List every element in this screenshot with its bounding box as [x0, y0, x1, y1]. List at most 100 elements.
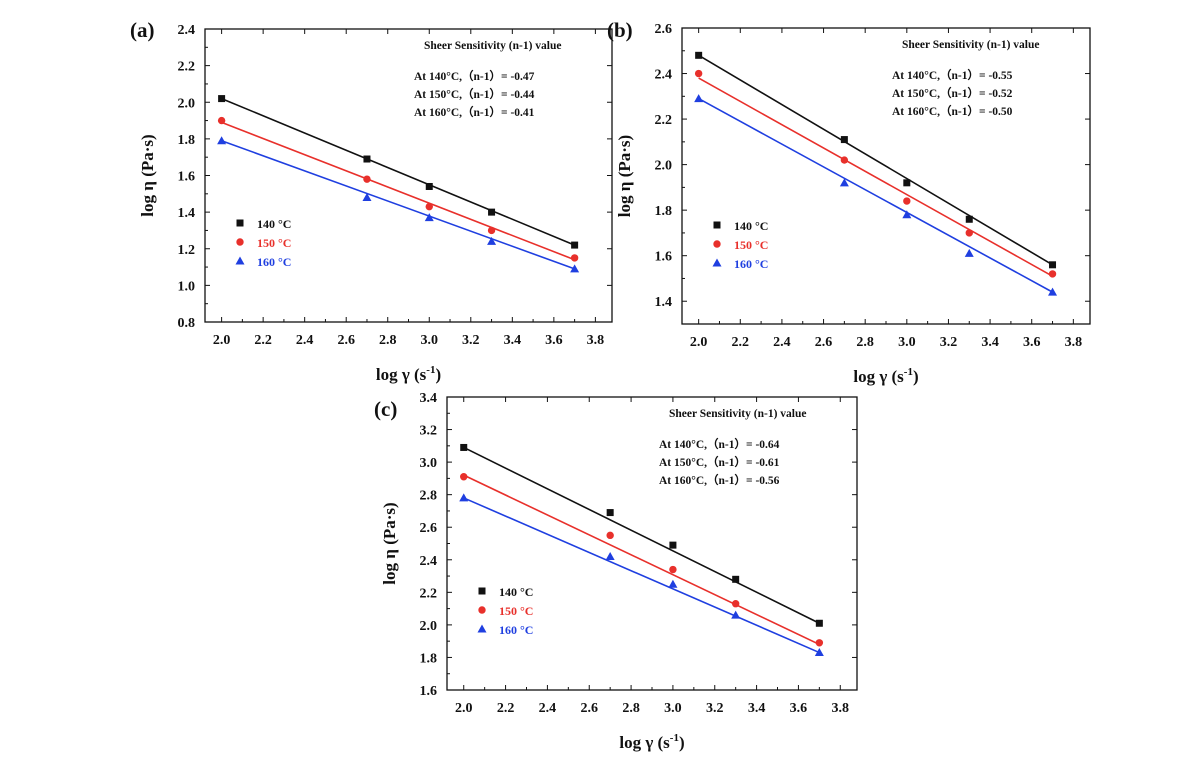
data-point [217, 116, 226, 125]
x-tick-label: 2.4 [296, 333, 314, 348]
legend-label: 140 °C [499, 585, 533, 599]
data-point [570, 254, 579, 262]
x-tick-label: 3.0 [421, 333, 439, 348]
data-point [424, 213, 434, 222]
legend-label: 150 °C [499, 604, 533, 618]
data-point [668, 579, 678, 588]
x-tick-label: 2.0 [213, 333, 231, 348]
data-point [713, 240, 721, 248]
legend-label: 150 °C [734, 238, 768, 252]
y-tick-label: 2.0 [420, 619, 438, 634]
data-point [477, 624, 487, 633]
y-tick-label: 2.6 [420, 521, 438, 536]
data-point [425, 182, 433, 190]
data-point [236, 238, 244, 246]
fit-line [698, 97, 1053, 293]
annotation-line: At 140°C,（n-1）= -0.55 [892, 68, 1013, 82]
data-point [902, 210, 912, 219]
data-point [694, 94, 704, 103]
x-tick-label: 2.0 [690, 335, 708, 350]
x-tick-label: 2.0 [455, 701, 473, 716]
data-point [839, 178, 849, 187]
annotation-line: At 150°C,（n-1）= -0.44 [414, 87, 535, 101]
annotation-line: At 160°C,（n-1）= -0.41 [414, 105, 535, 119]
data-point [731, 610, 741, 619]
y-tick-label: 2.0 [178, 96, 196, 111]
y-tick-label: 1.6 [420, 684, 438, 699]
y-tick-label: 2.8 [420, 489, 438, 504]
legend-label: 150 °C [257, 236, 291, 250]
x-tick-label: 3.4 [748, 701, 766, 716]
y-tick-label: 0.8 [178, 316, 196, 331]
data-point [363, 175, 371, 183]
panel-label: (b) [607, 18, 633, 42]
annotation-line: At 140°C,（n-1）= -0.64 [659, 437, 780, 451]
data-point [965, 215, 973, 223]
y-tick-label: 1.8 [178, 133, 196, 148]
x-axis-title: log γ (s-1) [619, 732, 684, 752]
fit-line [221, 139, 575, 270]
legend-label: 140 °C [734, 219, 768, 233]
annotation-line: At 150°C,（n-1）= -0.61 [659, 455, 780, 469]
data-point [571, 241, 579, 249]
y-tick-label: 1.2 [178, 243, 196, 258]
data-point [669, 541, 677, 549]
x-axis-title: log γ (s-1) [853, 366, 918, 386]
data-point [425, 202, 433, 211]
fit-line [463, 497, 820, 654]
data-point [694, 69, 703, 78]
annotation-line: At 150°C,（n-1）= -0.52 [892, 86, 1013, 100]
y-tick-label: 3.0 [420, 456, 438, 471]
data-point [1048, 287, 1058, 296]
data-point [1049, 261, 1057, 269]
x-tick-label: 3.4 [504, 333, 522, 348]
data-point [570, 264, 580, 273]
fit-line [463, 446, 820, 624]
y-tick-label: 2.4 [420, 554, 438, 569]
data-point [606, 531, 614, 540]
data-point [362, 192, 372, 201]
x-tick-label: 3.6 [1023, 335, 1041, 350]
data-point [965, 229, 973, 237]
data-point [903, 197, 911, 205]
data-point [459, 493, 469, 502]
x-tick-label: 2.6 [580, 701, 598, 716]
data-point [488, 208, 496, 216]
data-point [605, 552, 615, 561]
x-tick-label: 3.8 [1065, 335, 1083, 350]
x-tick-label: 3.2 [940, 335, 958, 350]
data-point [217, 136, 227, 145]
data-point [712, 258, 722, 267]
y-axis-title: log η (Pa·s) [380, 502, 399, 584]
data-point [669, 565, 677, 574]
x-tick-label: 2.2 [497, 701, 515, 716]
y-tick-label: 2.2 [178, 60, 196, 75]
y-tick-label: 3.4 [420, 391, 438, 406]
y-axis-title: log η (Pa·s) [138, 134, 157, 216]
data-point [478, 606, 486, 614]
y-tick-label: 1.8 [655, 204, 673, 219]
data-point [1048, 270, 1057, 278]
x-tick-label: 2.8 [379, 333, 397, 348]
y-tick-label: 2.4 [178, 23, 196, 38]
fit-line [698, 77, 1053, 277]
x-tick-label: 2.2 [732, 335, 750, 350]
data-point [903, 179, 911, 187]
x-tick-label: 3.6 [545, 333, 563, 348]
y-tick-label: 2.4 [655, 68, 673, 83]
y-tick-label: 2.2 [420, 586, 438, 601]
annotation-line: At 160°C,（n-1）= -0.50 [892, 104, 1013, 118]
annotation-title: Sheer Sensitivity (n-1) value [902, 39, 1039, 51]
data-point [815, 619, 823, 627]
x-tick-label: 2.2 [254, 333, 272, 348]
y-tick-label: 1.8 [420, 651, 438, 666]
x-tick-label: 3.8 [587, 333, 605, 348]
data-point [236, 219, 244, 227]
legend-label: 160 °C [257, 255, 291, 269]
fit-line [221, 97, 575, 246]
x-tick-label: 2.8 [622, 701, 640, 716]
fit-line [463, 474, 820, 646]
x-tick-label: 3.0 [664, 701, 682, 716]
y-axis-title: log η (Pa·s) [615, 135, 634, 217]
